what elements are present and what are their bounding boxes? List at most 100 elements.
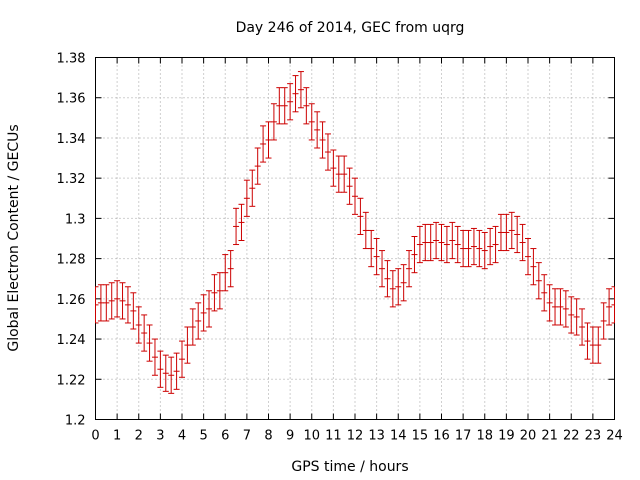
error-bar — [211, 274, 218, 312]
error-bar — [579, 308, 586, 346]
error-bar — [157, 350, 164, 388]
error-bar — [433, 221, 440, 260]
error-bar — [189, 308, 196, 346]
error-bar — [503, 213, 510, 252]
error-bar — [195, 302, 202, 340]
error-bar — [281, 87, 288, 125]
error-bar — [573, 298, 580, 336]
y-tick-label: 1.24 — [57, 333, 86, 348]
error-bar — [595, 326, 602, 364]
x-tick-label: 7 — [243, 429, 251, 444]
error-bar — [454, 225, 461, 264]
error-bar — [584, 322, 591, 360]
error-bar — [530, 248, 537, 286]
x-tick-labels: 0 1 2 3 4 5 6 7 8 9 10 11 12 13 14 15 16 17 18 19 20 21 22 23 24 — [91, 429, 622, 444]
y-tick-label: 1.36 — [57, 92, 86, 107]
x-tick-label: 20 — [520, 429, 537, 444]
chart-title: Day 246 of 2014, GEC from uqrg — [236, 20, 465, 36]
error-bar — [373, 238, 380, 276]
error-bar — [352, 177, 358, 215]
x-tick-label: 24 — [606, 429, 623, 444]
error-bar — [395, 268, 402, 306]
error-bar — [265, 121, 272, 159]
x-axis-label: GPS time / hours — [291, 459, 408, 475]
x-tick-label: 1 — [113, 429, 121, 444]
error-bar — [525, 238, 531, 276]
x-tick-label: 21 — [541, 429, 558, 444]
y-tick-label: 1.22 — [57, 373, 86, 388]
x-tick-label: 13 — [368, 429, 385, 444]
x-tick-label: 3 — [156, 429, 164, 444]
error-bar — [476, 229, 483, 268]
error-bar — [173, 352, 180, 390]
x-tick-label: 18 — [476, 429, 493, 444]
error-bar — [95, 286, 99, 324]
x-tick-label: 5 — [199, 429, 207, 444]
y-tick-label: 1.3 — [65, 212, 86, 227]
error-bar — [519, 223, 526, 262]
error-bar — [411, 235, 418, 274]
error-bar — [200, 294, 207, 332]
error-bar — [443, 225, 450, 264]
error-bar — [162, 354, 169, 392]
y-tick-label: 1.34 — [57, 132, 86, 147]
error-bar — [135, 306, 142, 344]
error-bar — [324, 133, 331, 171]
error-bar — [238, 203, 245, 242]
error-bar — [557, 288, 564, 326]
error-bar — [287, 83, 294, 121]
error-bar — [546, 284, 553, 322]
error-bar — [179, 340, 185, 378]
y-tick-label: 1.28 — [57, 253, 86, 268]
error-bar — [270, 103, 277, 141]
error-bar — [552, 288, 559, 326]
grid-lines — [95, 57, 615, 420]
error-bar — [216, 272, 223, 310]
error-bar — [600, 302, 607, 340]
x-tick-label: 22 — [563, 429, 580, 444]
error-bar — [460, 229, 467, 268]
error-bar — [487, 227, 494, 266]
error-bar — [114, 280, 121, 318]
error-bar — [535, 262, 542, 300]
error-bar — [130, 292, 137, 330]
error-bar — [119, 282, 126, 320]
error-bar — [497, 213, 504, 252]
error-bar — [368, 229, 375, 268]
x-tick-label: 11 — [325, 429, 342, 444]
error-bar — [249, 169, 256, 207]
error-bar — [508, 211, 515, 250]
error-bar — [254, 147, 261, 185]
error-bar — [422, 223, 429, 262]
error-bar — [341, 155, 348, 193]
error-bar — [416, 225, 423, 264]
error-bar — [389, 270, 396, 308]
y-tick-label: 1.38 — [57, 52, 86, 67]
x-tick-label: 14 — [390, 429, 407, 444]
x-tick-label: 15 — [412, 429, 429, 444]
error-bar — [233, 207, 240, 246]
error-bar — [606, 288, 613, 326]
error-bar — [292, 75, 299, 113]
error-bar — [222, 254, 229, 292]
error-bar — [406, 250, 413, 288]
error-bar — [379, 250, 386, 288]
error-bar — [227, 250, 234, 288]
x-tick-label: 23 — [585, 429, 602, 444]
error-bar — [151, 338, 158, 376]
error-bar — [243, 179, 250, 217]
error-bar — [108, 282, 115, 320]
error-bar — [514, 215, 521, 254]
x-tick-label: 10 — [303, 429, 320, 444]
y-tick-label: 1.26 — [57, 293, 86, 308]
error-bar — [330, 149, 337, 187]
x-tick-label: 16 — [433, 429, 450, 444]
error-bar — [124, 286, 131, 324]
error-bar — [562, 290, 569, 328]
error-bar — [168, 356, 175, 394]
y-tick-labels: 1.2 1.22 1.24 1.26 1.28 1.3 1.32 1.34 1.36 1.38 — [57, 52, 86, 429]
error-bar — [611, 286, 615, 324]
x-tick-label: 2 — [135, 429, 143, 444]
error-bar — [335, 155, 342, 193]
x-tick-label: 8 — [264, 429, 272, 444]
